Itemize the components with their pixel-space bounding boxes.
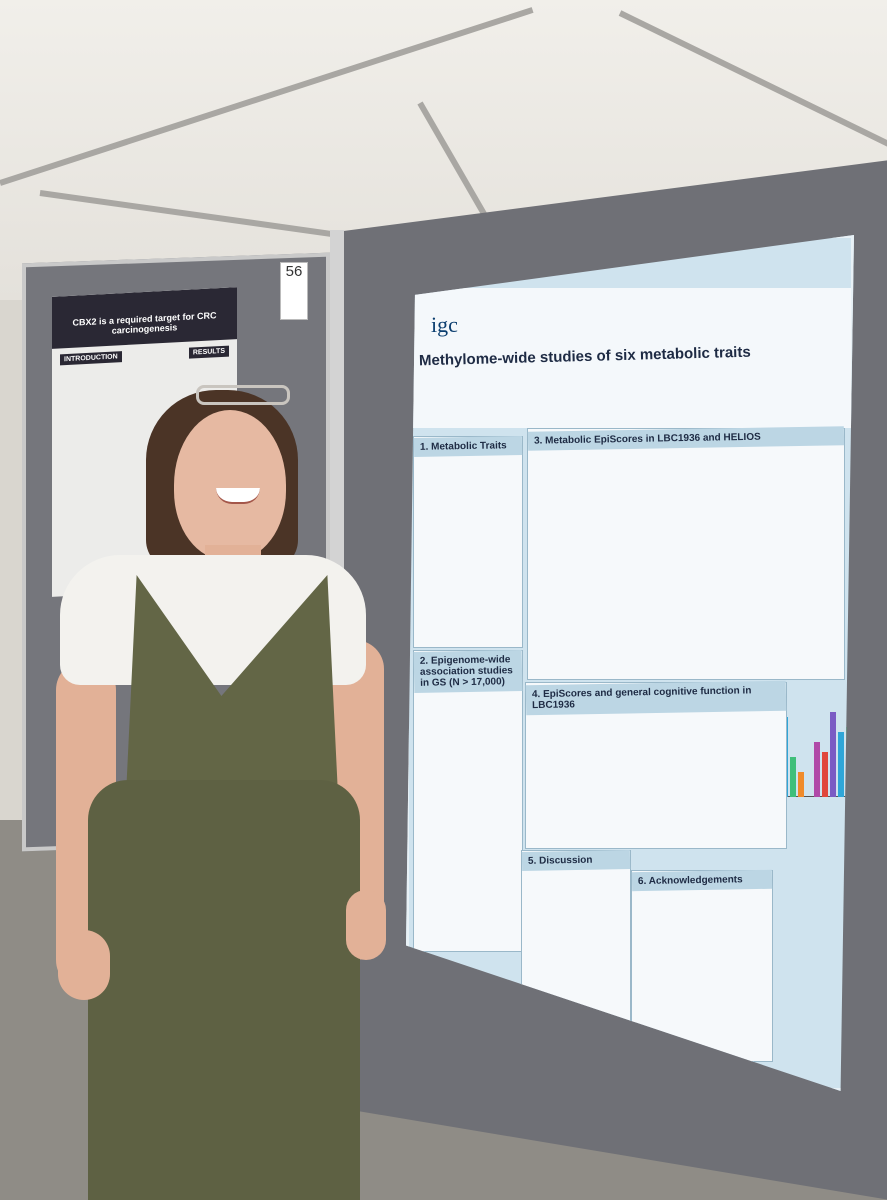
tent-beam: [618, 10, 887, 148]
section-title: 4. EpiScores and general cognitive funct…: [525, 680, 787, 716]
left-poster-section: RESULTS: [188, 345, 229, 359]
chart-axis: [760, 796, 851, 797]
section-title: 6. Acknowledgements: [631, 869, 773, 892]
poster-section-episcores: 3. Metabolic EpiScores in LBC1936 and HE…: [527, 426, 851, 797]
person-right-hand: [346, 890, 386, 960]
poster: igc Methylome-wide studies of six metabo…: [406, 235, 854, 1091]
poster-section-cognitive: 4. EpiScores and general cognitive funct…: [525, 680, 787, 849]
person-smile: [216, 488, 260, 504]
chart-bar: [822, 752, 828, 797]
poster-section-metabolic-traits: 1. Metabolic Traits: [413, 436, 523, 648]
person-left-hand: [58, 930, 110, 1000]
chart-bar: [838, 732, 844, 797]
chart-bar: [830, 712, 836, 797]
person-face: [174, 410, 286, 560]
left-poster-section: INTRODUCTION: [60, 351, 122, 366]
chart-bar: [798, 772, 804, 797]
igc-logo: igc: [431, 312, 458, 337]
section-title: 5. Discussion: [521, 850, 631, 871]
tent-beam: [39, 190, 358, 241]
board-number: 56: [280, 262, 308, 320]
chart-bar: [814, 742, 820, 797]
section-title: 3. Metabolic EpiScores in LBC1936 and HE…: [527, 426, 845, 451]
chart-bar: [790, 757, 796, 797]
section-title: 2. Epigenome-wide association studies in…: [413, 650, 523, 693]
sunglasses: [196, 385, 290, 405]
poster-section-ewas: 2. Epigenome-wide association studies in…: [413, 650, 523, 952]
olive-jumpsuit-trousers: [88, 780, 360, 1200]
poster-header: [409, 288, 851, 428]
section-title: 1. Metabolic Traits: [413, 436, 523, 457]
